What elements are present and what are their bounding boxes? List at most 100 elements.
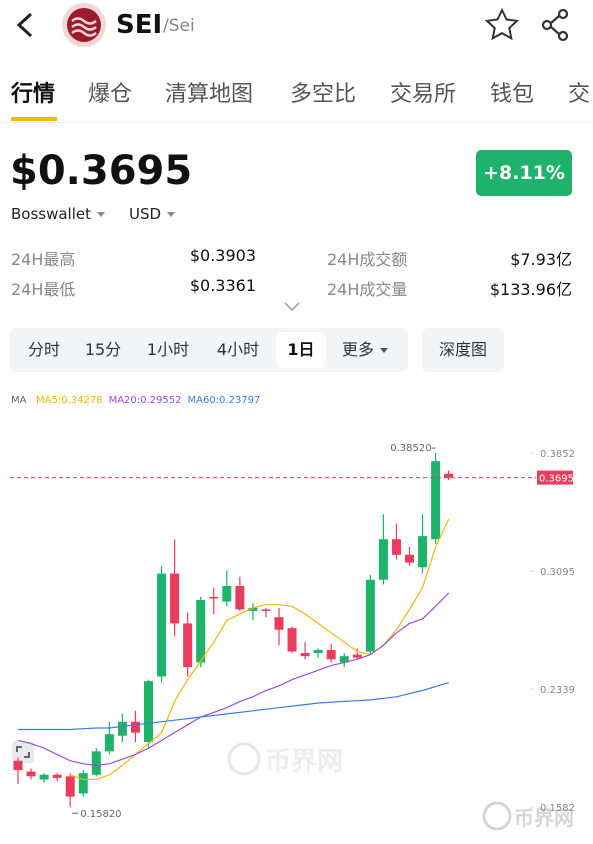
y-tick-label: 0.2339 <box>540 685 575 696</box>
stat-value: $133.96亿 <box>489 280 572 299</box>
stat-label: 24H成交额 <box>327 250 408 269</box>
watermark-text: 币界网 <box>265 747 343 777</box>
interval-button[interactable]: 1日 <box>276 332 326 368</box>
candle-body <box>39 774 49 780</box>
candle-body <box>365 579 375 652</box>
ma-line <box>18 682 449 731</box>
y-tick-label: 0.3852 <box>540 449 575 460</box>
expand-icon[interactable] <box>282 300 302 314</box>
interval-label: 更多 <box>341 340 374 359</box>
candle-body <box>235 586 245 610</box>
candle-body <box>352 654 362 658</box>
candle-body <box>170 573 180 624</box>
tab[interactable]: 交 <box>568 82 591 107</box>
interval-button[interactable]: 4小时 <box>206 332 270 368</box>
legend-entry: MA60:0.23797 <box>187 395 260 406</box>
depth-button[interactable]: 深度图 <box>422 328 504 372</box>
candle-body <box>418 536 428 568</box>
caret <box>380 348 388 353</box>
chart: MA 币界网 币界网 MA5:0.34278 MA20:0.29552 MA60:0… <box>10 395 575 831</box>
candle-body <box>261 609 271 611</box>
share-icon[interactable] <box>541 8 569 42</box>
star-icon[interactable] <box>484 7 520 41</box>
tab[interactable]: 行情 <box>11 82 56 107</box>
price: $0.3695 <box>10 148 193 194</box>
source-select[interactable]: Bosswallet <box>11 205 106 223</box>
interval-label: 分时 <box>27 340 60 359</box>
candle-body <box>313 649 323 654</box>
legend-entry: MA20:0.29552 <box>109 395 182 406</box>
interval-button[interactable]: 更多 <box>332 332 398 368</box>
tab[interactable]: 清算地图 <box>165 82 254 107</box>
tab[interactable]: 爆仓 <box>88 82 133 107</box>
tab[interactable]: 多空比 <box>290 82 357 107</box>
stat-value: $7.93亿 <box>510 250 572 269</box>
candle-body <box>91 751 101 775</box>
currency: USD <box>129 205 162 223</box>
watermark: 币界网 <box>482 801 574 831</box>
ma-label: MA <box>11 395 27 406</box>
candle-body <box>157 573 167 677</box>
currency-select[interactable]: USD <box>129 205 176 223</box>
sei-logo <box>62 3 106 47</box>
interval-bar: 分时 15分 1小时 4小时 1日 更多 <box>10 328 408 372</box>
interval-label: 1日 <box>287 340 315 359</box>
candle-body <box>248 607 258 611</box>
caret <box>97 212 106 217</box>
candle-body <box>287 628 297 652</box>
interval-label: 15分 <box>84 340 122 359</box>
last-price-label: 0.3695 <box>539 474 574 485</box>
tab-underline <box>11 117 57 121</box>
candle-body <box>65 776 75 797</box>
candle-body <box>274 617 284 630</box>
candle-body <box>209 596 219 599</box>
legend-entry: MA5:0.34278 <box>36 395 103 406</box>
candle-body <box>52 774 62 778</box>
stat-value: $0.3903 <box>189 246 256 265</box>
candle-body <box>144 681 153 742</box>
candle-body <box>300 653 310 657</box>
symbol: SEI <box>116 10 162 40</box>
candle-body <box>405 554 414 563</box>
pair: /Sei <box>163 16 195 36</box>
candle-body <box>130 721 140 733</box>
tab[interactable]: 钱包 <box>490 82 535 107</box>
change-badge: +8.11% <box>476 150 572 196</box>
back-icon[interactable] <box>16 12 33 38</box>
candle-body <box>391 539 401 555</box>
stat-label: 24H最高 <box>11 250 76 269</box>
high-label: 0.38520 <box>390 443 431 454</box>
ma-line <box>17 592 450 767</box>
candle-body <box>339 656 349 663</box>
candle-body <box>326 649 336 660</box>
y-tick-label: 0.1582 <box>540 803 575 814</box>
top-bar: SEI /Sei <box>16 3 569 47</box>
interval-label: 4小时 <box>216 340 260 359</box>
last-price-box <box>537 470 573 485</box>
interval-button[interactable]: 分时 <box>16 332 72 368</box>
interval-label: 1小时 <box>146 340 190 359</box>
fullscreen-icon[interactable] <box>12 741 34 763</box>
candle-body <box>183 623 193 668</box>
watermark: 币界网 <box>227 742 343 777</box>
tab[interactable]: 交易所 <box>390 82 457 107</box>
ma-line <box>70 518 450 780</box>
candle-body <box>222 586 232 602</box>
candle-body <box>13 760 23 771</box>
candle-body <box>117 721 127 736</box>
candle-body <box>444 473 454 478</box>
candle-body <box>78 773 88 794</box>
stat-label: 24H成交量 <box>327 280 408 299</box>
candle-body <box>431 461 441 540</box>
stat-value: $0.3361 <box>189 276 256 295</box>
candle-body <box>378 539 388 580</box>
source: Bosswallet <box>11 205 92 223</box>
candle-body <box>196 600 206 663</box>
interval-button[interactable]: 1小时 <box>138 332 198 368</box>
caret <box>167 212 176 217</box>
interval-button[interactable]: 15分 <box>78 332 128 368</box>
watermark-text: 币界网 <box>514 806 574 830</box>
tab-bar: 行情 爆仓 清算地图 多空比 交易所 钱包 交 <box>0 72 593 123</box>
candle-body <box>26 771 36 777</box>
